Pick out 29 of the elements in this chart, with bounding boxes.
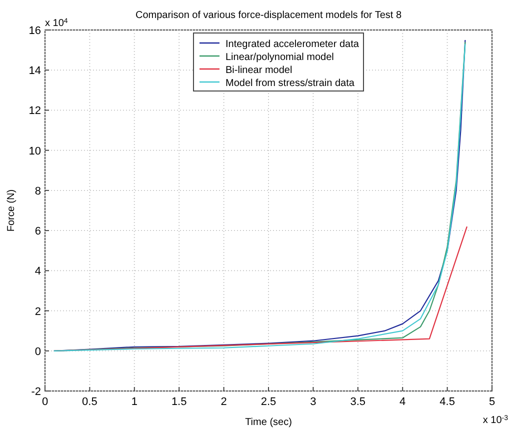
x-tick-label: 2 — [220, 396, 227, 408]
y-axis-title: Force (N) — [6, 189, 17, 232]
y-tick-label: 0 — [34, 346, 41, 358]
x-tick-label: 3.5 — [350, 396, 366, 408]
legend-label: Bi-linear model — [226, 65, 292, 76]
x-axis-title: Time (sec) — [245, 417, 292, 428]
y-tick-label: 6 — [34, 226, 41, 238]
x-tick-label: 4.5 — [440, 396, 455, 408]
y-tick-label: 4 — [34, 266, 41, 278]
x-tick-label: 1.5 — [171, 396, 187, 408]
y-tick-label: 2 — [34, 306, 41, 318]
x-tick-label: 4 — [400, 396, 406, 408]
x-tick-label: 3 — [310, 396, 316, 408]
x-tick-label: 2.5 — [260, 396, 276, 408]
y-tick-label: 16 — [28, 25, 41, 37]
y-tick-label: -2 — [31, 386, 41, 398]
legend-label: Model from stress/strain data — [226, 78, 355, 89]
legend-label: Integrated accelerometer data — [226, 39, 360, 50]
chart-title: Comparison of various force-displacement models for Test 8 — [135, 10, 402, 21]
y-tick-label: 8 — [34, 185, 41, 198]
y-tick-label: 12 — [28, 105, 41, 118]
y-tick-label: 10 — [28, 145, 41, 158]
x-tick-label: 1 — [131, 396, 138, 408]
x-tick-label: 0.5 — [82, 396, 98, 408]
text: x 10$^{-3}$ — [482, 414, 508, 426]
x-tick-label: 5 — [488, 396, 496, 408]
legend-label: Linear/polynomial model — [226, 52, 334, 63]
y-tick-label: 14 — [28, 65, 41, 78]
text: x 10$^{4}$ — [45, 18, 68, 29]
